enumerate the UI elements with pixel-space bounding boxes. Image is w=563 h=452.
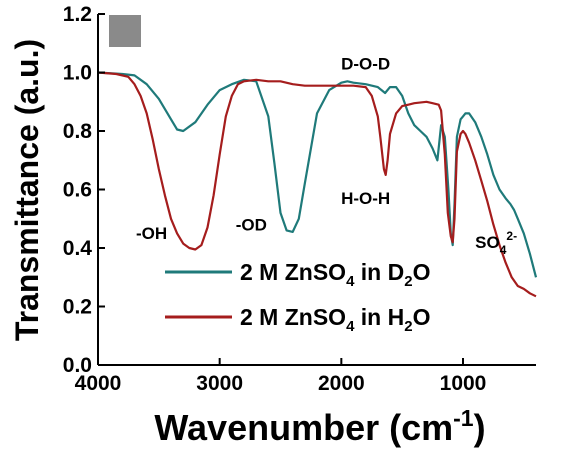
y-tick-label: 0.0 [63,354,92,377]
series-line-h2o [97,71,537,298]
legend-label-h2o: 2 M ZnSO4 in H2O [240,304,430,335]
panel-marker-square [109,15,141,47]
ticks-layer: 4000 3000 2000 1000 0.0 0.2 0.4 0.6 0.8 1.0 1.2 [63,3,487,395]
x-tick-label: 4000 [75,372,122,395]
legend: 2 M ZnSO4 in D2O 2 M ZnSO4 in H2O [165,259,430,335]
series-layer [97,71,538,298]
y-tick-label: 0.8 [63,120,93,143]
series-line-d2o [97,71,538,278]
annotation-layer: D-O-D H-O-H -OH -OD [136,55,390,244]
x-tick-label: 2000 [318,372,365,395]
y-axis-title: Transmittance (a.u.) [9,39,45,341]
annotation-label: D-O-D [341,55,390,74]
y-tick-label: 0.2 [63,296,92,319]
x-tick-label: 1000 [440,372,487,395]
y-tick-label: 1.2 [63,3,92,26]
x-tick-label: 3000 [196,372,243,395]
annotation-label: -OD [236,215,267,234]
legend-label-d2o: 2 M ZnSO4 in D2O [240,259,430,290]
annotation-so4: SO42- [475,229,517,257]
annotation-label: -OH [136,224,167,243]
x-axis-title: Wavenumber (cm-1) [154,405,485,448]
y-tick-label: 1.0 [63,62,92,85]
y-tick-label: 0.6 [63,179,92,202]
y-tick-label: 0.4 [63,237,93,260]
annotation-label: H-O-H [341,189,390,208]
